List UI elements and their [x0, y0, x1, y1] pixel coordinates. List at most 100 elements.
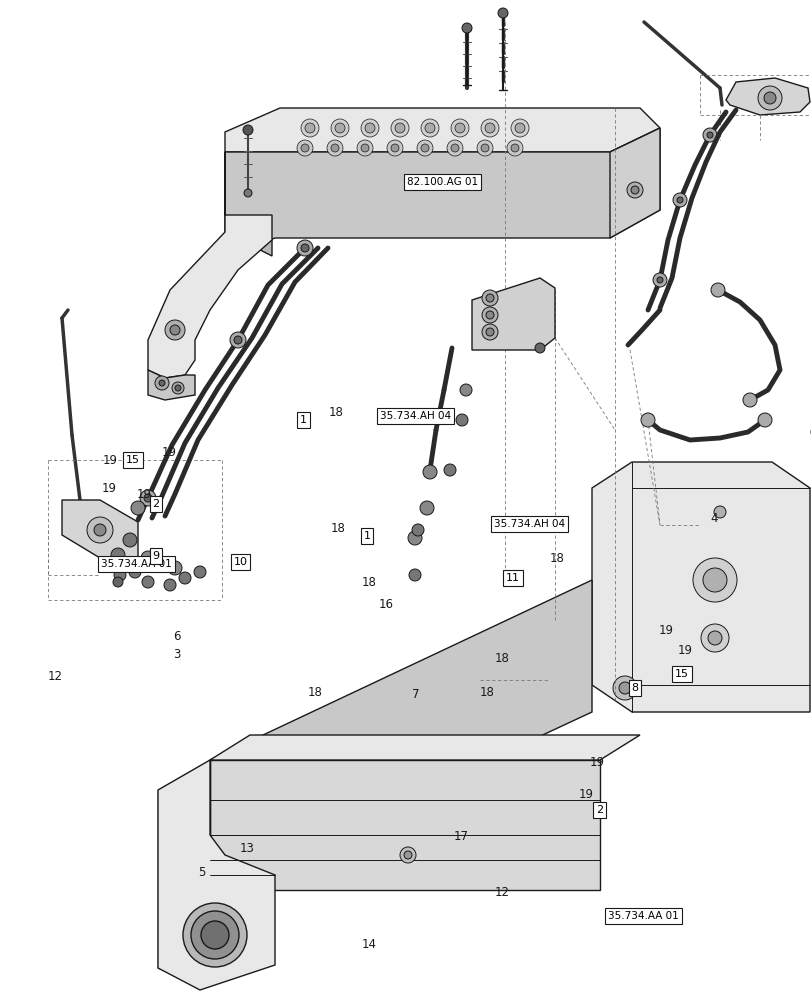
- Circle shape: [400, 847, 415, 863]
- Text: 19: 19: [590, 756, 604, 768]
- Circle shape: [626, 182, 642, 198]
- Circle shape: [230, 332, 246, 348]
- Circle shape: [450, 144, 458, 152]
- Circle shape: [175, 385, 181, 391]
- Polygon shape: [62, 500, 138, 558]
- Text: 12: 12: [494, 886, 508, 898]
- Text: 19: 19: [677, 644, 692, 656]
- Circle shape: [201, 921, 229, 949]
- Text: 4: 4: [710, 512, 718, 524]
- Circle shape: [113, 577, 122, 587]
- Circle shape: [331, 119, 349, 137]
- Circle shape: [514, 123, 525, 133]
- Circle shape: [155, 376, 169, 390]
- Circle shape: [387, 140, 402, 156]
- Polygon shape: [725, 78, 809, 115]
- Circle shape: [141, 551, 155, 565]
- Circle shape: [486, 294, 493, 302]
- Polygon shape: [210, 760, 599, 890]
- Circle shape: [297, 240, 312, 256]
- Circle shape: [357, 140, 372, 156]
- Polygon shape: [591, 462, 809, 712]
- Polygon shape: [148, 370, 195, 400]
- Circle shape: [702, 128, 716, 142]
- Circle shape: [630, 186, 638, 194]
- Text: 19: 19: [161, 446, 176, 458]
- Polygon shape: [609, 128, 659, 238]
- Circle shape: [497, 8, 508, 18]
- Circle shape: [757, 413, 771, 427]
- Circle shape: [810, 425, 811, 439]
- Text: 35.734.AA 01: 35.734.AA 01: [101, 559, 172, 569]
- Circle shape: [139, 490, 156, 506]
- Circle shape: [391, 119, 409, 137]
- Text: 8: 8: [631, 683, 637, 693]
- Circle shape: [423, 465, 436, 479]
- Text: 11: 11: [505, 573, 520, 583]
- Circle shape: [706, 132, 712, 138]
- Circle shape: [713, 506, 725, 518]
- Circle shape: [700, 624, 728, 652]
- Circle shape: [172, 382, 184, 394]
- Text: 35.734.AH 04: 35.734.AH 04: [380, 411, 451, 421]
- Circle shape: [242, 125, 253, 135]
- Circle shape: [365, 123, 375, 133]
- Circle shape: [361, 119, 379, 137]
- Circle shape: [486, 311, 493, 319]
- Circle shape: [710, 283, 724, 297]
- Circle shape: [482, 324, 497, 340]
- Circle shape: [480, 144, 488, 152]
- Circle shape: [234, 336, 242, 344]
- Text: 10: 10: [233, 557, 247, 567]
- Circle shape: [391, 144, 398, 152]
- Polygon shape: [225, 128, 659, 240]
- Text: 14: 14: [362, 938, 376, 950]
- Text: 19: 19: [578, 788, 593, 800]
- Polygon shape: [471, 278, 554, 350]
- Text: 2: 2: [152, 499, 159, 509]
- Circle shape: [707, 631, 721, 645]
- Circle shape: [159, 380, 165, 386]
- Text: 7: 7: [411, 688, 419, 700]
- Circle shape: [486, 328, 493, 336]
- Circle shape: [454, 123, 465, 133]
- Circle shape: [407, 531, 422, 545]
- Text: 5: 5: [197, 865, 205, 879]
- Circle shape: [165, 320, 185, 340]
- Polygon shape: [148, 152, 272, 378]
- Circle shape: [419, 501, 433, 515]
- Text: 18: 18: [328, 406, 343, 418]
- Circle shape: [420, 144, 428, 152]
- Text: 16: 16: [379, 597, 393, 610]
- Text: 19: 19: [137, 488, 152, 500]
- Circle shape: [129, 566, 141, 578]
- Text: 18: 18: [479, 686, 494, 698]
- Polygon shape: [210, 735, 639, 760]
- Text: 15: 15: [126, 455, 140, 465]
- Text: 19: 19: [101, 482, 116, 494]
- Circle shape: [461, 23, 471, 33]
- Text: 6: 6: [173, 630, 181, 643]
- Circle shape: [763, 92, 775, 104]
- Circle shape: [656, 277, 663, 283]
- Circle shape: [361, 144, 368, 152]
- Circle shape: [742, 393, 756, 407]
- Circle shape: [692, 558, 736, 602]
- Text: 12: 12: [48, 670, 62, 682]
- Circle shape: [420, 119, 439, 137]
- Text: 2: 2: [595, 805, 602, 815]
- Circle shape: [114, 569, 126, 581]
- Circle shape: [672, 193, 686, 207]
- Text: 1: 1: [300, 415, 307, 425]
- Polygon shape: [158, 760, 275, 990]
- Circle shape: [335, 123, 345, 133]
- Text: 18: 18: [361, 576, 375, 588]
- Circle shape: [702, 568, 726, 592]
- Text: 18: 18: [307, 686, 322, 698]
- Circle shape: [456, 414, 467, 426]
- Circle shape: [480, 119, 499, 137]
- Circle shape: [640, 413, 654, 427]
- Circle shape: [424, 123, 435, 133]
- Circle shape: [446, 140, 462, 156]
- Circle shape: [87, 517, 113, 543]
